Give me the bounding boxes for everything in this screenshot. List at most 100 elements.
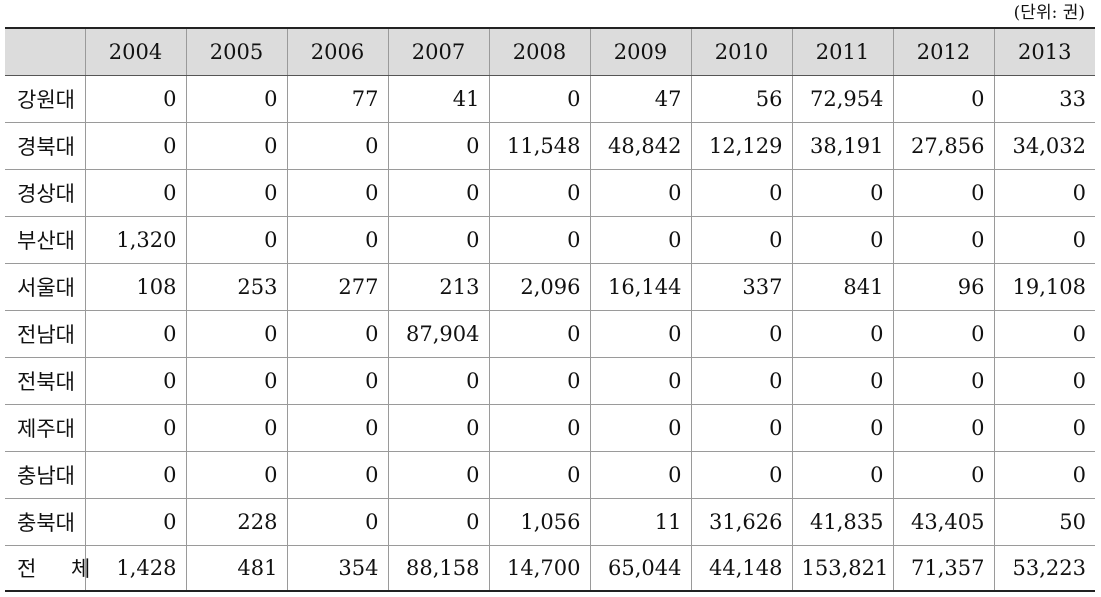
table-cell: 0 (691, 310, 793, 358)
table-cell: 27,856 (893, 122, 995, 170)
column-header-2010: 2010 (691, 28, 793, 76)
table-cell: 1,428 (85, 545, 187, 591)
table-cell: 0 (590, 451, 692, 499)
table-cell: 0 (489, 357, 591, 405)
table-cell: 14,700 (489, 545, 591, 591)
table-cell: 0 (186, 404, 288, 452)
table-row: 서울대 108 253 277 213 2,096 16,144 337 841 96 19,108 (5, 263, 1095, 311)
table-cell: 0 (590, 310, 692, 358)
table-cell: 0 (489, 451, 591, 499)
row-label: 제주대 (5, 404, 86, 452)
row-label: 강원대 (5, 75, 86, 123)
table-cell: 481 (186, 545, 288, 591)
table-cell: 33 (994, 75, 1095, 123)
table-row: 충북대 0 228 0 0 1,056 11 31,626 41,835 43,405 50 (5, 498, 1095, 546)
table-cell: 0 (792, 216, 894, 264)
table-cell: 43,405 (893, 498, 995, 546)
table-cell: 56 (691, 75, 793, 123)
table-cell: 0 (186, 451, 288, 499)
table-cell: 0 (590, 404, 692, 452)
table-cell: 88,158 (388, 545, 490, 591)
column-header-2013: 2013 (994, 28, 1095, 76)
row-label: 전남대 (5, 310, 86, 358)
table-cell: 0 (388, 357, 490, 405)
header-corner-cell (5, 28, 86, 76)
table-cell: 0 (388, 122, 490, 170)
header-row: 2004 2005 2006 2007 2008 2009 2010 2011 2012 2013 (5, 28, 1095, 76)
row-label: 경북대 (5, 122, 86, 170)
table-cell: 0 (186, 216, 288, 264)
table-cell: 0 (489, 404, 591, 452)
table-body: 강원대 0 0 77 41 0 47 56 72,954 0 33 경북대 0 0 0 0 11,548 48,8… (5, 75, 1095, 591)
table-cell: 72,954 (792, 75, 894, 123)
table-cell: 0 (792, 169, 894, 217)
table-cell: 0 (388, 451, 490, 499)
table-cell: 337 (691, 263, 793, 311)
row-label: 전 체 (5, 545, 90, 591)
table-cell: 0 (691, 216, 793, 264)
table-cell: 0 (287, 216, 389, 264)
column-header-2007: 2007 (388, 28, 490, 76)
table-cell: 0 (489, 216, 591, 264)
table-cell: 77 (287, 75, 389, 123)
table-cell: 0 (994, 310, 1095, 358)
table-cell: 0 (287, 310, 389, 358)
table-cell: 0 (489, 169, 591, 217)
column-header-2008: 2008 (489, 28, 591, 76)
table-cell: 0 (287, 498, 389, 546)
table-cell: 38,191 (792, 122, 894, 170)
table-cell: 0 (287, 169, 389, 217)
column-header-2006: 2006 (287, 28, 389, 76)
column-header-2009: 2009 (590, 28, 692, 76)
table-cell: 31,626 (691, 498, 793, 546)
table-cell: 0 (994, 404, 1095, 452)
table-cell: 0 (186, 357, 288, 405)
table-cell: 0 (691, 451, 793, 499)
table-cell: 1,056 (489, 498, 591, 546)
table-cell: 0 (85, 451, 187, 499)
row-label: 부산대 (5, 216, 86, 264)
column-header-2012: 2012 (893, 28, 995, 76)
table-cell: 0 (893, 169, 995, 217)
table-header: 2004 2005 2006 2007 2008 2009 2010 2011 2012 2013 (5, 28, 1095, 76)
table-cell: 0 (85, 122, 187, 170)
table-cell: 0 (691, 404, 793, 452)
row-label: 경상대 (5, 169, 86, 217)
table-row: 전남대 0 0 0 87,904 0 0 0 0 0 0 (5, 310, 1095, 358)
row-label: 충남대 (5, 451, 86, 499)
table-cell: 65,044 (590, 545, 692, 591)
table-row: 제주대 0 0 0 0 0 0 0 0 0 0 (5, 404, 1095, 452)
table-cell: 44,148 (691, 545, 793, 591)
table-cell: 0 (388, 169, 490, 217)
table-cell: 47 (590, 75, 692, 123)
table-cell: 0 (85, 75, 187, 123)
table-cell: 0 (994, 451, 1095, 499)
table-cell: 1,320 (85, 216, 187, 264)
row-label: 서울대 (5, 263, 86, 311)
total-row: 전 체 1,428 481 354 88,158 14,700 65,044 44,148 15… (5, 545, 1095, 591)
table-cell: 213 (388, 263, 490, 311)
table-row: 충남대 0 0 0 0 0 0 0 0 0 0 (5, 451, 1095, 499)
table-cell: 0 (388, 498, 490, 546)
table-cell: 0 (186, 122, 288, 170)
table-cell: 0 (893, 357, 995, 405)
table-cell: 11,548 (489, 122, 591, 170)
table-cell: 0 (590, 216, 692, 264)
column-header-2004: 2004 (85, 28, 187, 76)
table-cell: 87,904 (388, 310, 490, 358)
table-cell: 96 (893, 263, 995, 311)
table-cell: 0 (792, 310, 894, 358)
row-label: 충북대 (5, 498, 86, 546)
table-cell: 0 (85, 357, 187, 405)
table-cell: 0 (186, 169, 288, 217)
table-cell: 0 (85, 169, 187, 217)
table-cell: 277 (287, 263, 389, 311)
table-cell: 0 (186, 310, 288, 358)
table-cell: 0 (85, 310, 187, 358)
table-cell: 0 (792, 451, 894, 499)
table-cell: 0 (489, 310, 591, 358)
table-cell: 0 (893, 451, 995, 499)
table-cell: 0 (287, 357, 389, 405)
row-label: 전북대 (5, 357, 86, 405)
table-cell: 2,096 (489, 263, 591, 311)
